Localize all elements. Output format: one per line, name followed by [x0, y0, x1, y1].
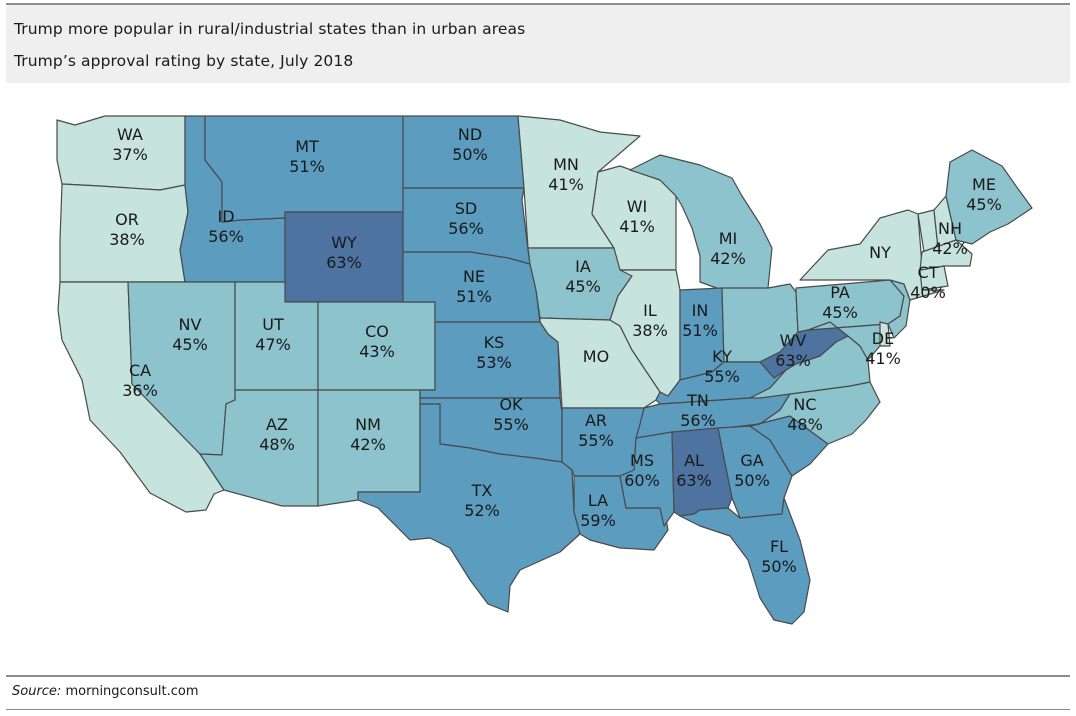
state-value-nc: 48% — [787, 415, 823, 434]
state-value-tx: 52% — [464, 501, 500, 520]
state-label-ks: KS — [484, 333, 505, 352]
state-label-nv: NV — [179, 315, 202, 334]
state-label-mi: MI — [719, 229, 738, 248]
state-value-ok: 55% — [493, 415, 529, 434]
state-fl — [679, 497, 811, 625]
state-label-ny: NY — [869, 243, 891, 262]
state-label-de: DE — [872, 329, 894, 348]
state-value-de: 41% — [865, 349, 901, 368]
state-label-nm: NM — [355, 415, 381, 434]
state-label-id: ID — [217, 207, 234, 226]
state-label-ar: AR — [585, 411, 607, 430]
state-value-il: 38% — [632, 321, 668, 340]
chart-title: Trump more popular in rural/industrial s… — [14, 20, 526, 38]
header: Trump more popular in rural/industrial s… — [6, 5, 1070, 83]
state-value-tn: 56% — [680, 411, 716, 430]
state-value-la: 59% — [580, 511, 616, 530]
state-value-nv: 45% — [172, 335, 208, 354]
state-label-wy: WY — [331, 233, 357, 252]
state-value-in: 51% — [682, 321, 718, 340]
state-value-or: 38% — [109, 230, 145, 249]
state-me — [945, 149, 1033, 245]
state-label-wi: WI — [627, 197, 648, 216]
state-label-mo: MO — [583, 347, 609, 366]
top-rule — [6, 3, 1070, 5]
state-value-mt: 51% — [289, 157, 325, 176]
state-value-az: 48% — [259, 435, 295, 454]
state-label-sd: SD — [455, 199, 477, 218]
state-label-la: LA — [588, 491, 608, 510]
state-label-pa: PA — [830, 283, 850, 302]
state-value-nh: 42% — [932, 239, 968, 258]
state-value-co: 43% — [359, 342, 395, 361]
state-label-ga: GA — [740, 451, 763, 470]
state-label-tn: TN — [686, 391, 709, 410]
state-value-ks: 53% — [476, 353, 512, 372]
state-value-nm: 42% — [350, 435, 386, 454]
state-value-fl: 50% — [761, 557, 797, 576]
state-value-pa: 45% — [822, 303, 858, 322]
state-label-ia: IA — [575, 257, 591, 276]
state-wv — [759, 321, 849, 379]
state-label-or: OR — [115, 210, 139, 229]
state-value-ca: 36% — [122, 381, 158, 400]
state-label-co: CO — [365, 322, 389, 341]
state-value-ne: 51% — [456, 287, 492, 306]
source-label: Source: — [12, 684, 62, 699]
state-de — [879, 321, 891, 347]
state-label-wa: WA — [117, 125, 143, 144]
state-label-in: IN — [692, 301, 709, 320]
source-text: morningconsult.com — [65, 684, 199, 699]
state-label-ok: OK — [499, 395, 523, 414]
state-label-ct: CT — [918, 263, 939, 282]
state-label-il: IL — [643, 301, 657, 320]
state-label-mt: MT — [295, 137, 319, 156]
state-value-ia: 45% — [565, 277, 601, 296]
state-label-tx: TX — [471, 481, 493, 500]
state-value-mn: 41% — [548, 175, 584, 194]
state-label-ut: UT — [262, 315, 284, 334]
state-value-al: 63% — [676, 471, 712, 490]
state-value-wa: 37% — [112, 145, 148, 164]
state-value-nd: 50% — [452, 145, 488, 164]
state-label-nh: NH — [938, 219, 962, 238]
chart-subtitle: Trump’s approval rating by state, July 2… — [14, 52, 354, 70]
state-label-wv: WV — [780, 331, 807, 350]
state-value-sd: 56% — [448, 219, 484, 238]
us-map-svg: WA37%OR38%CA36%ID56%NV45%MT51%WY63%UT47%… — [56, 115, 1033, 625]
state-value-id: 56% — [208, 227, 244, 246]
state-label-ky: KY — [712, 347, 732, 366]
state-value-ut: 47% — [255, 335, 291, 354]
state-label-ms: MS — [630, 451, 654, 470]
state-value-ga: 50% — [734, 471, 770, 490]
state-value-ar: 55% — [578, 431, 614, 450]
state-value-wv: 63% — [775, 351, 811, 370]
state-label-nc: NC — [793, 395, 816, 414]
state-label-az: AZ — [266, 415, 288, 434]
state-value-me: 45% — [966, 195, 1002, 214]
state-label-me: ME — [972, 175, 996, 194]
state-value-wi: 41% — [619, 217, 655, 236]
us-map: WA 37% OR 38% CA 36% ID 56% NV 45% MT 51% WY 63% UT 47%… — [0, 83, 1076, 673]
source-note: Source: morningconsult.com — [12, 684, 199, 699]
state-value-wy: 63% — [326, 253, 362, 272]
state-label-nd: ND — [458, 125, 482, 144]
state-label-ne: NE — [463, 267, 485, 286]
state-label-fl: FL — [770, 537, 788, 556]
state-label-mn: MN — [553, 155, 579, 174]
state-label-ca: CA — [129, 361, 151, 380]
state-il — [609, 269, 681, 397]
state-value-ms: 60% — [624, 471, 660, 490]
state-value-ky: 55% — [704, 367, 740, 386]
state-value-mi: 42% — [710, 249, 746, 268]
state-nc — [749, 381, 881, 445]
state-tx — [357, 403, 581, 613]
state-label-al: AL — [684, 451, 704, 470]
state-value-ct: 40% — [910, 283, 946, 302]
bottom-rule — [6, 709, 1070, 710]
footer-rule — [6, 675, 1070, 677]
